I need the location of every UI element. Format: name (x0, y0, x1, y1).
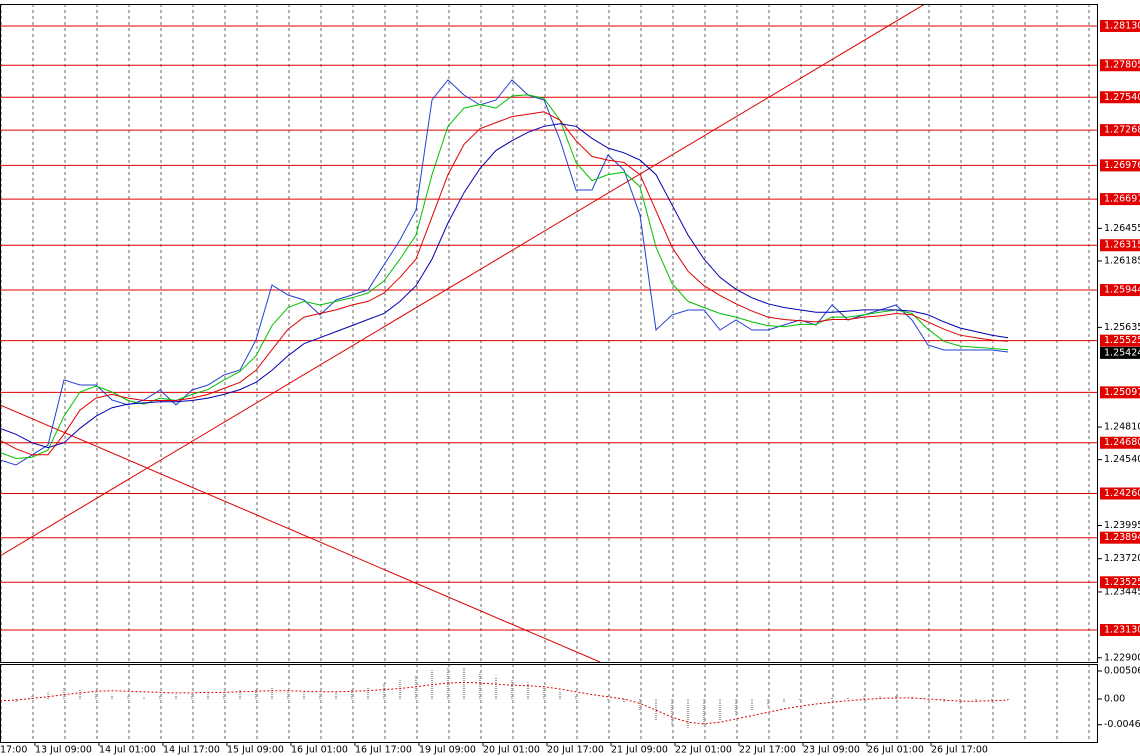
x-tick-label: 26 Jul 01:00 (867, 745, 924, 756)
level-box (1100, 623, 1140, 636)
indicator-frame (0, 664, 1098, 743)
y-tick-label: 1.26185 (1104, 255, 1140, 266)
price-box (1100, 346, 1140, 359)
level-label: 1.26976 (1104, 160, 1140, 171)
level-label: 1.25525 (1104, 335, 1140, 346)
level-box (1100, 19, 1140, 32)
series-line (0, 79, 1009, 466)
x-tick-label: 26 Jul 17:00 (931, 745, 988, 756)
level-box (1100, 59, 1140, 72)
level-label: 1.25944 (1104, 285, 1140, 296)
y-tick-label: 1.24540 (1104, 454, 1140, 465)
main-frame (0, 4, 1098, 663)
level-box (1100, 576, 1140, 589)
level-label: 1.27805 (1104, 60, 1140, 71)
grid (0, 4, 1090, 742)
x-tick-label: 16 Jul 01:00 (291, 745, 348, 756)
x-tick-label: 17:00 (0, 745, 27, 756)
level-label: 1.27268 (1104, 125, 1140, 136)
x-tick-label: 22 Jul 01:00 (675, 745, 732, 756)
price-label: 1.25424 (1104, 347, 1140, 358)
x-tick-label: 15 Jul 09:00 (227, 745, 284, 756)
level-label: 1.23525 (1104, 577, 1140, 588)
trend-line (0, 4, 926, 557)
level-label: 1.23894 (1104, 532, 1140, 543)
level-label: 1.26697 (1104, 194, 1140, 205)
x-tick-label: 20 Jul 17:00 (547, 745, 604, 756)
x-tick-label: 13 Jul 09:00 (35, 745, 92, 756)
x-tick-label: 19 Jul 09:00 (419, 745, 476, 756)
level-box (1100, 159, 1140, 172)
y-tick-label: 0.005065 (1104, 665, 1140, 676)
level-label: 1.24260 (1104, 488, 1140, 499)
level-label: 1.26315 (1104, 240, 1140, 251)
trend-line (0, 404, 601, 662)
trend-lines (0, 4, 926, 662)
level-label: 1.24680 (1104, 437, 1140, 448)
level-box (1100, 239, 1140, 252)
x-tick-label: 14 Jul 01:00 (99, 745, 156, 756)
y-tick-label: 1.24810 (1104, 422, 1140, 433)
level-box (1100, 124, 1140, 137)
level-box (1100, 386, 1140, 399)
plot: 1.26455 1.26185 1.25635 1.24810 1.24540 1.239… (0, 19, 1140, 756)
series-line (0, 681, 1009, 725)
level-box (1100, 531, 1140, 544)
x-tick-label: 21 Jul 09:00 (611, 745, 668, 756)
level-box (1100, 91, 1140, 104)
series-line (0, 123, 1009, 449)
x-tick-label: 14 Jul 17:00 (163, 745, 220, 756)
level-box (1100, 284, 1140, 297)
level-label: 1.23130 (1104, 624, 1140, 635)
level-box (1100, 334, 1140, 347)
x-tick-label: 16 Jul 17:00 (355, 745, 412, 756)
y-tick-label: 1.26455 (1104, 223, 1140, 234)
level-label: 1.25097 (1104, 387, 1140, 398)
y-tick-label: 1.23445 (1104, 586, 1140, 597)
level-label: 1.28130 (1104, 20, 1140, 31)
y-tick-label: 1.25635 (1104, 322, 1140, 333)
level-box (1100, 436, 1140, 449)
y-tick-label: -0.00465 (1104, 719, 1140, 730)
x-tick-label: 23 Jul 09:00 (803, 745, 860, 756)
level-box (1100, 487, 1140, 500)
series-line (0, 111, 1009, 456)
series-line (0, 94, 1009, 460)
y-tick-label: 0.00 (1104, 693, 1125, 704)
level-label: 1.27540 (1104, 92, 1140, 103)
x-tick-label: 22 Jul 17:00 (739, 745, 796, 756)
y-tick-label: 1.22900 (1104, 652, 1140, 663)
x-tick-label: 20 Jul 01:00 (483, 745, 540, 756)
level-box (1100, 193, 1140, 206)
y-tick-label: 1.23720 (1104, 553, 1140, 564)
y-tick-label: 1.23995 (1104, 520, 1140, 531)
